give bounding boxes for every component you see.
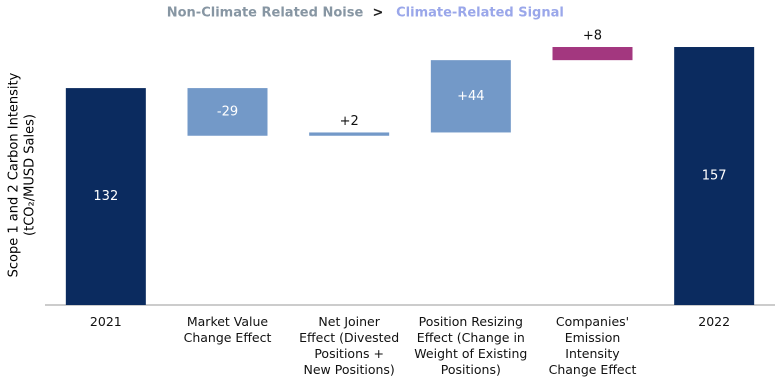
x-tick-label: 2022 <box>698 314 731 329</box>
data-label: +8 <box>583 29 602 44</box>
bar <box>552 47 633 61</box>
data-label: 132 <box>93 189 118 204</box>
data-label: 157 <box>702 169 727 184</box>
y-axis-label: Scope 1 and 2 Carbon Intensity <box>7 72 22 277</box>
x-tick-label: 2021 <box>89 314 122 329</box>
data-label: +44 <box>457 89 484 104</box>
bar <box>674 47 755 306</box>
bar <box>65 88 146 305</box>
x-tick-label: Position Resizing Effect (Change in Weig… <box>414 314 528 377</box>
bar <box>309 132 390 136</box>
annotation: Non-Climate Related Noise <box>167 6 364 21</box>
bar <box>187 88 268 136</box>
annotation: Climate-Related Signal <box>396 6 564 21</box>
annotation: > <box>373 6 384 21</box>
y-axis-label: (tCO₂/MUSD Sales) <box>23 114 38 236</box>
bar <box>430 60 511 133</box>
data-label: -29 <box>217 104 238 119</box>
x-tick-label: Net Joiner Effect (Divested Positions + … <box>299 314 400 377</box>
x-tick-label: Companies' Emission Intensity Change Eff… <box>548 314 637 377</box>
data-label: +2 <box>340 114 359 129</box>
x-tick-label: Market Value Change Effect <box>183 314 272 345</box>
